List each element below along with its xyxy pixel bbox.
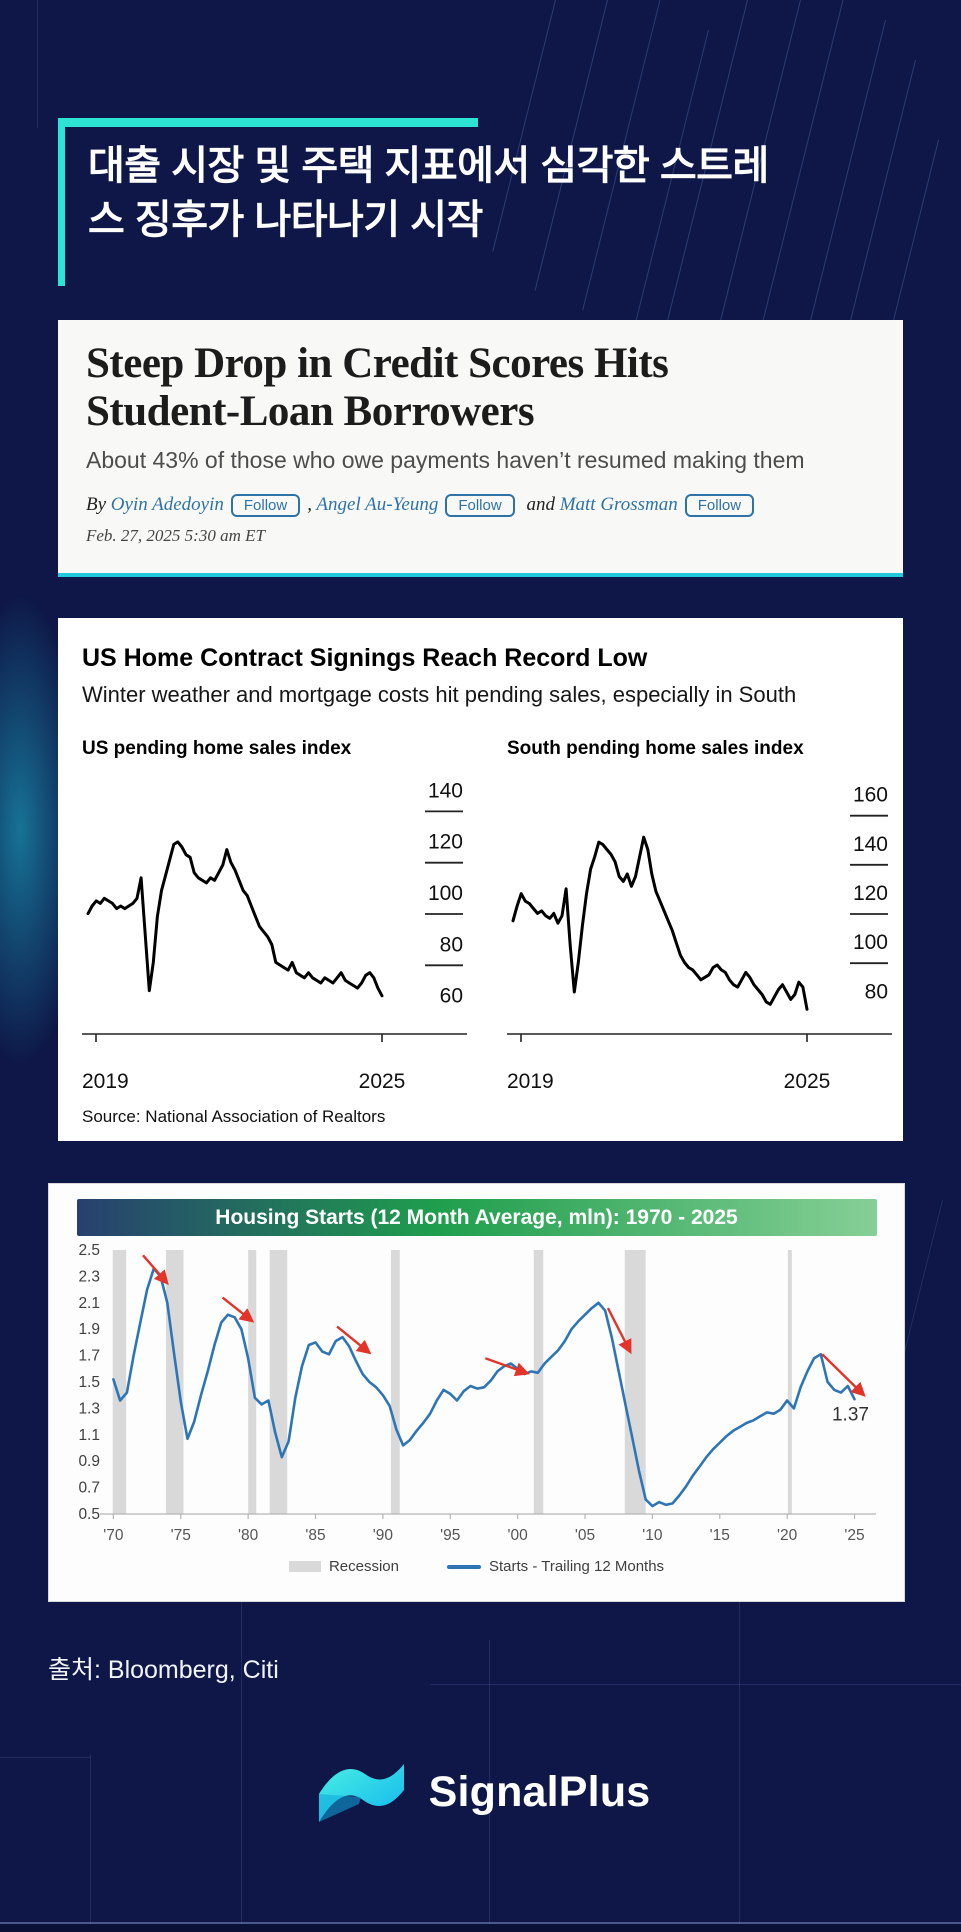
svg-text:160: 160 xyxy=(853,784,888,807)
legend-series: Starts - Trailing 12 Months xyxy=(446,1558,665,1575)
svg-text:'15: '15 xyxy=(709,1527,729,1544)
article-byline: By Oyin Adedoyin Follow, Angel Au-Yeung Fo… xyxy=(86,494,875,518)
grid-line-decoration xyxy=(430,1684,961,1685)
legend-recession-label: Recession xyxy=(328,1558,399,1575)
svg-text:80: 80 xyxy=(865,980,888,1003)
title-accent-left-bar xyxy=(58,118,65,286)
svg-text:2025: 2025 xyxy=(784,1070,831,1092)
source-caption: 출처: Bloomberg, Citi xyxy=(48,1656,279,1684)
svg-text:'25: '25 xyxy=(844,1527,864,1544)
article-headline: Steep Drop in Credit Scores Hits Student… xyxy=(86,340,875,436)
svg-text:1.9: 1.9 xyxy=(78,1321,100,1338)
pending-sales-card: US Home Contract Signings Reach Record L… xyxy=(58,618,903,1141)
housing-starts-card: Housing Starts (12 Month Average, mln): … xyxy=(48,1183,905,1602)
byline-separator: and xyxy=(526,494,555,516)
article-date: Feb. 27, 2025 5:30 am ET xyxy=(86,526,265,546)
grid-line-decoration xyxy=(241,1600,242,1932)
svg-text:0.5: 0.5 xyxy=(78,1506,100,1523)
svg-text:2025: 2025 xyxy=(359,1070,406,1092)
article-headline-line1: Steep Drop in Credit Scores Hits xyxy=(86,340,669,387)
svg-text:'00: '00 xyxy=(507,1527,528,1544)
svg-text:'95: '95 xyxy=(440,1527,460,1544)
svg-text:1.37: 1.37 xyxy=(831,1404,868,1425)
bottom-strip xyxy=(0,1924,961,1932)
svg-text:'75: '75 xyxy=(170,1527,190,1544)
svg-text:'20: '20 xyxy=(777,1527,798,1544)
us-pending-chart-plot: 140 120 100 80 60 2019 2025 xyxy=(82,779,467,1093)
svg-text:'90: '90 xyxy=(372,1527,393,1544)
housing-starts-legend: Recession Starts - Trailing 12 Months xyxy=(49,1558,904,1575)
signalplus-wave-icon xyxy=(318,1764,404,1822)
page-title-line2: 스 징후가 나타나기 시작 xyxy=(88,198,483,242)
legend-recession: Recession xyxy=(288,1558,399,1575)
svg-text:2019: 2019 xyxy=(507,1070,554,1092)
pending-sales-title: US Home Contract Signings Reach Record L… xyxy=(82,644,648,672)
svg-text:'05: '05 xyxy=(574,1527,594,1544)
grid-line-decoration xyxy=(489,1640,490,1932)
byline-prefix: By xyxy=(86,494,107,516)
south-pending-chart-label: South pending home sales index xyxy=(507,738,804,759)
svg-text:140: 140 xyxy=(428,779,463,802)
svg-text:2019: 2019 xyxy=(82,1070,129,1092)
svg-text:1.5: 1.5 xyxy=(78,1374,100,1391)
brand-logo: SignalPlus xyxy=(0,1752,961,1832)
article-card: Steep Drop in Credit Scores Hits Student… xyxy=(58,320,903,577)
svg-text:100: 100 xyxy=(428,882,463,905)
svg-text:'80: '80 xyxy=(238,1527,259,1544)
follow-button[interactable]: Follow xyxy=(230,494,301,518)
svg-text:1.1: 1.1 xyxy=(78,1427,100,1444)
grid-line-decoration xyxy=(739,1600,740,1932)
pending-sales-source: Source: National Association of Realtors xyxy=(82,1107,386,1126)
author-link[interactable]: Oyin Adedoyin xyxy=(110,494,224,516)
grid-line-decoration xyxy=(37,0,38,128)
svg-text:60: 60 xyxy=(440,985,463,1008)
svg-text:120: 120 xyxy=(428,831,463,854)
us-pending-chart: US pending home sales index 140 120 100 80 6… xyxy=(82,738,467,1097)
grid-line-decoration xyxy=(0,1757,90,1758)
housing-starts-plot: 2.5 2.3 2.1 1.9 1.7 1.5 1.3 1.1 0.9 0.7 0.5'70 '75 '… xyxy=(78,1242,876,1544)
byline-separator: , xyxy=(307,494,312,516)
svg-text:'70: '70 xyxy=(103,1527,124,1544)
south-pending-chart-plot: 160 140 120 100 80 2019 2025 xyxy=(507,784,892,1093)
recession-swatch-icon xyxy=(288,1561,321,1572)
title-accent-top-bar xyxy=(58,118,478,127)
svg-text:1.3: 1.3 xyxy=(78,1400,100,1417)
svg-text:2.3: 2.3 xyxy=(78,1268,100,1285)
svg-text:'85: '85 xyxy=(305,1527,325,1544)
svg-text:140: 140 xyxy=(853,833,888,856)
legend-series-label: Starts - Trailing 12 Months xyxy=(488,1558,665,1575)
svg-text:120: 120 xyxy=(853,882,888,905)
article-subhead: About 43% of those who owe payments have… xyxy=(86,447,805,474)
article-headline-line2: Student-Loan Borrowers xyxy=(86,388,535,436)
page-title-block: 대출 시장 및 주택 지표에서 심각한 스트레 스 징후가 나타나기 시작 xyxy=(58,118,904,286)
bottom-divider-line xyxy=(0,1922,961,1924)
svg-text:80: 80 xyxy=(440,933,463,956)
svg-text:100: 100 xyxy=(853,931,888,954)
page-title-line1: 대출 시장 및 주택 지표에서 심각한 스트레 xyxy=(88,144,769,188)
svg-text:'10: '10 xyxy=(642,1527,663,1544)
pending-sales-charts-row: US pending home sales index 140 120 100 80 6… xyxy=(82,738,892,1097)
south-pending-chart: South pending home sales index 160 140 120… xyxy=(507,738,892,1097)
housing-starts-title: Housing Starts (12 Month Average, mln): … xyxy=(76,1199,877,1236)
svg-text:1.7: 1.7 xyxy=(78,1348,100,1365)
svg-text:2.1: 2.1 xyxy=(78,1295,100,1312)
author-link[interactable]: Angel Au-Yeung xyxy=(316,494,439,516)
grid-line-decoration xyxy=(90,1755,91,1932)
series-line-icon xyxy=(446,1564,481,1569)
svg-text:2.5: 2.5 xyxy=(78,1242,100,1259)
follow-button[interactable]: Follow xyxy=(445,494,515,518)
svg-text:0.9: 0.9 xyxy=(78,1453,100,1470)
follow-button[interactable]: Follow xyxy=(684,494,755,518)
us-pending-chart-label: US pending home sales index xyxy=(82,738,352,759)
page-title: 대출 시장 및 주택 지표에서 심각한 스트레 스 징후가 나타나기 시작 xyxy=(58,127,904,247)
brand-logo-text: SignalPlus xyxy=(428,1767,651,1816)
svg-text:0.7: 0.7 xyxy=(78,1480,100,1497)
pending-sales-subtitle: Winter weather and mortgage costs hit pe… xyxy=(82,682,797,707)
author-link[interactable]: Matt Grossman xyxy=(559,494,678,516)
